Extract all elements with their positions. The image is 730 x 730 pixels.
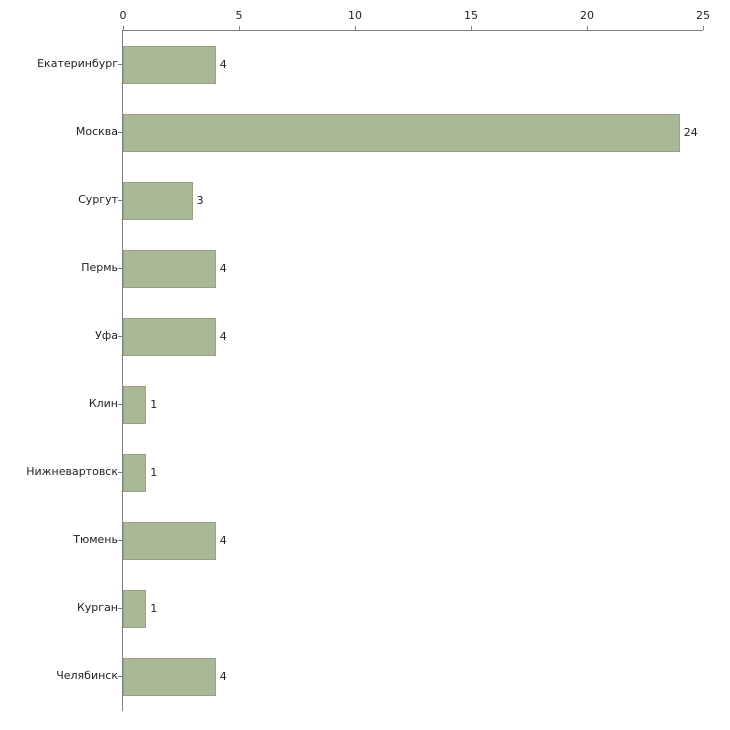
plot-area: 0 5 10 15 20 25 4 24 3 4 4 1 1 4 1 4	[120, 9, 710, 711]
x-axis-tick	[239, 26, 240, 30]
category-label: Нижневартовск	[26, 465, 118, 478]
y-axis-tick	[118, 64, 122, 65]
x-axis-tick	[703, 26, 704, 30]
bar	[123, 182, 193, 220]
category-label: Уфа	[95, 329, 118, 342]
x-axis-tick-label: 25	[696, 9, 710, 22]
y-axis-tick	[118, 540, 122, 541]
bar	[123, 454, 147, 492]
x-axis-tick-label: 15	[464, 9, 478, 22]
y-axis-tick	[118, 268, 122, 269]
x-axis-tick	[123, 26, 124, 30]
bar-value-label: 1	[150, 398, 158, 411]
chart-row: 1	[123, 371, 703, 439]
chart-row: 3	[123, 167, 703, 235]
y-axis-tick	[118, 472, 122, 473]
category-label: Сургут	[78, 193, 118, 206]
bar-value-label: 4	[219, 58, 227, 71]
chart-row: 4	[123, 235, 703, 303]
x-axis-tick-label: 10	[348, 9, 362, 22]
x-axis-tick	[587, 26, 588, 30]
chart-row: 24	[123, 99, 703, 167]
x-axis-tick-label: 20	[580, 9, 594, 22]
bar	[123, 522, 216, 560]
category-label: Екатеринбург	[37, 57, 118, 70]
bar	[123, 386, 147, 424]
category-label: Курган	[76, 601, 118, 614]
chart-row: 1	[123, 439, 703, 507]
x-axis-tick	[471, 26, 472, 30]
chart-row: 4	[123, 31, 703, 99]
x-axis-tick	[355, 26, 356, 30]
bar-value-label: 24	[683, 126, 698, 139]
y-axis-tick	[118, 132, 122, 133]
bar	[123, 590, 147, 628]
bar	[123, 658, 216, 696]
chart-row: 4	[123, 643, 703, 711]
bar-value-label: 4	[219, 534, 227, 547]
category-label: Клин	[88, 397, 118, 410]
bar-value-label: 4	[219, 330, 227, 343]
bar-value-label: 3	[196, 194, 204, 207]
bar	[123, 250, 216, 288]
chart-row: 4	[123, 303, 703, 371]
bar-value-label: 4	[219, 262, 227, 275]
bar	[123, 318, 216, 356]
category-label: Тюмень	[73, 533, 118, 546]
bar	[123, 114, 680, 152]
bar-value-label: 1	[150, 602, 158, 615]
x-axis-tick-label: 5	[235, 9, 243, 22]
chart-row: 1	[123, 575, 703, 643]
bar-value-label: 1	[150, 466, 158, 479]
bar-value-label: 4	[219, 670, 227, 683]
x-axis-tick-label: 0	[119, 9, 127, 22]
y-axis-tick	[118, 676, 122, 677]
category-label: Челябинск	[56, 669, 118, 682]
category-label: Москва	[75, 125, 118, 138]
category-label: Пермь	[81, 261, 118, 274]
y-axis-tick	[118, 336, 122, 337]
chart-row: 4	[123, 507, 703, 575]
y-axis-tick	[118, 608, 122, 609]
y-axis-tick	[118, 200, 122, 201]
bar	[123, 46, 216, 84]
y-axis-tick	[118, 404, 122, 405]
